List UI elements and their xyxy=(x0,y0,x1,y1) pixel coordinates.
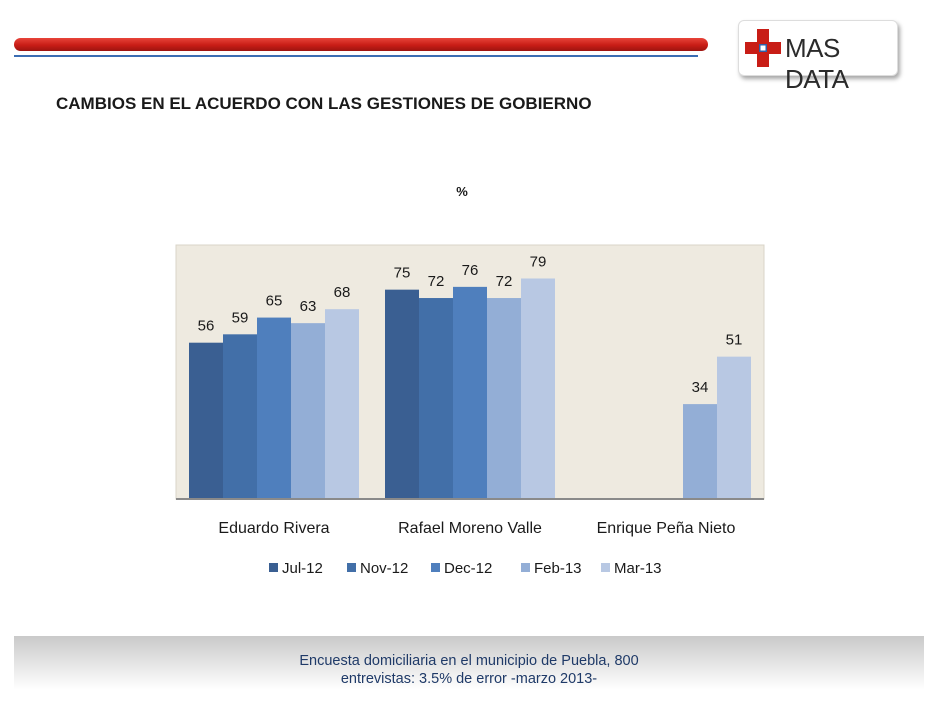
header-red-bar xyxy=(14,38,708,51)
bar-feb-13-3 xyxy=(683,404,717,499)
data-label: 34 xyxy=(692,379,709,396)
legend-swatch xyxy=(601,563,610,572)
data-label: 72 xyxy=(496,273,513,290)
data-label: 68 xyxy=(334,284,351,301)
header-blue-rule xyxy=(14,55,698,57)
data-label: 63 xyxy=(300,298,317,315)
data-label: 72 xyxy=(428,273,445,290)
bar-jul-12-2 xyxy=(385,289,419,499)
medical-cross-icon xyxy=(745,29,781,67)
footer-line-1: Encuesta domiciliaria en el municipio de… xyxy=(299,653,639,669)
bar-mar-13-2 xyxy=(521,278,555,499)
chart-title: % xyxy=(456,184,468,199)
legend-label: Nov-12 xyxy=(360,560,408,577)
bar-mar-13-3 xyxy=(717,356,751,499)
data-label: 79 xyxy=(530,253,547,270)
bar-mar-13-1 xyxy=(325,309,359,499)
bar-feb-13-2 xyxy=(487,298,521,499)
page-title: CAMBIOS EN EL ACUERDO CON LAS GESTIONES … xyxy=(56,94,592,113)
data-label: 76 xyxy=(462,262,479,279)
data-label: 51 xyxy=(726,332,743,349)
legend-label: Feb-13 xyxy=(534,560,582,577)
legend-swatch xyxy=(347,563,356,572)
bar-nov-12-2 xyxy=(419,298,453,499)
data-label: 56 xyxy=(198,318,215,335)
data-label: 65 xyxy=(266,293,283,310)
legend-label: Jul-12 xyxy=(282,560,323,577)
bar-dec-12-2 xyxy=(453,286,487,499)
data-label: 59 xyxy=(232,309,249,326)
legend-label: Mar-13 xyxy=(614,560,662,577)
bar-feb-13-1 xyxy=(291,323,325,499)
chart: % 56 59 65 63 68 Eduardo Rivera 75 72 76 72 79 Rafae… xyxy=(0,170,938,600)
category-label: Rafael Moreno Valle xyxy=(398,520,542,537)
category-label: Eduardo Rivera xyxy=(218,520,329,537)
data-label: 75 xyxy=(394,265,411,282)
footer-note: Encuesta domiciliaria en el municipio de… xyxy=(14,652,924,688)
legend-label: Dec-12 xyxy=(444,560,492,577)
category-label: Enrique Peña Nieto xyxy=(597,520,736,537)
bar-nov-12-1 xyxy=(223,334,257,499)
legend-swatch xyxy=(431,563,440,572)
bar-jul-12-1 xyxy=(189,342,223,499)
chart-svg: % 56 59 65 63 68 Eduardo Rivera 75 72 76 72 79 Rafae… xyxy=(175,184,765,577)
logo-text: MAS DATA xyxy=(785,33,849,94)
legend-swatch xyxy=(521,563,530,572)
footer-line-2: entrevistas: 3.5% de error -marzo 2013- xyxy=(340,671,598,687)
logo: MAS DATA xyxy=(738,20,898,94)
footer-band xyxy=(14,636,924,690)
bar-dec-12-1 xyxy=(257,317,291,499)
legend-swatch xyxy=(269,563,278,572)
